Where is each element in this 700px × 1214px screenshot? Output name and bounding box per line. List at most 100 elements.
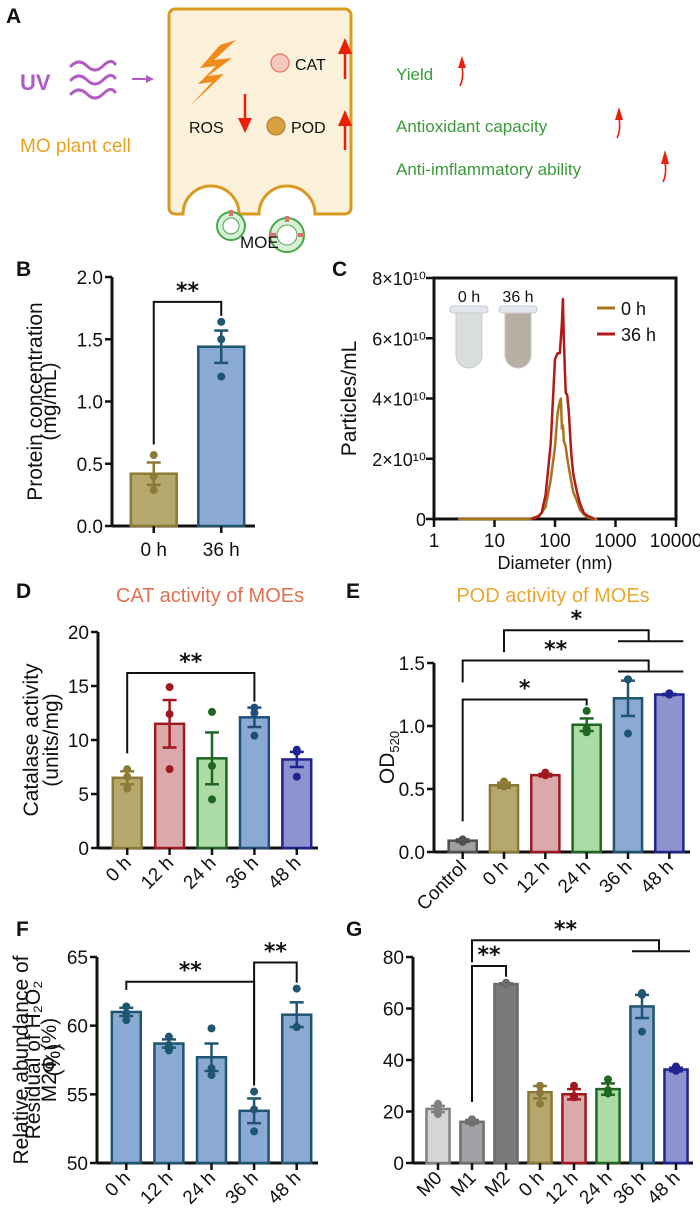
- outcomes-list: Yield Antioxidant capacity Anti-imflamma…: [396, 56, 669, 183]
- panel-letter: E: [346, 580, 360, 603]
- bar-12h: [153, 1042, 185, 1165]
- charts-layer: B 0.0 0.5 1.0 1.5 2.0 0 h 36 h Protein concentra…: [10, 258, 700, 1209]
- x-tick-label: M0: [413, 1168, 447, 1202]
- bar-36h: [612, 697, 644, 854]
- x-tick-label: 36 h: [596, 857, 637, 898]
- bar-0h: [488, 783, 520, 854]
- curved-arrow-up-icon: [616, 117, 621, 139]
- x-tick-label: M1: [447, 1168, 481, 1202]
- chart-title: POD activity of MOEs: [456, 585, 649, 607]
- y-tick-label: 5: [78, 785, 89, 806]
- x-tick-label: 48 h: [264, 1168, 305, 1209]
- y-tick-label: 60: [383, 1000, 404, 1021]
- data-point: [149, 485, 158, 494]
- panel-letter: G: [346, 918, 362, 941]
- significance-bracket: [126, 672, 256, 754]
- x-tick-label: 0 h: [479, 857, 513, 891]
- y-axis-label: M2Φ (%): [38, 1018, 61, 1102]
- data-point: [164, 1046, 173, 1055]
- pod-molecule-icon: [266, 116, 286, 136]
- significance-bracket: [471, 939, 660, 963]
- x-axis-label: Diameter (nm): [497, 553, 612, 573]
- y-tick-label: 4×10¹⁰: [372, 390, 426, 410]
- y-tick-label: 0: [78, 839, 89, 860]
- x-tick-label: M2: [481, 1168, 515, 1202]
- significance-bracket: [253, 961, 298, 1081]
- x-tick-label: 36 h: [203, 540, 240, 561]
- x-tick-label: 24 h: [179, 1168, 220, 1209]
- y-axis-label: Catalase activity: [20, 663, 43, 816]
- y-tick-label: 60: [67, 1017, 88, 1038]
- ros-label: ROS: [189, 120, 224, 137]
- data-point: [570, 1081, 578, 1090]
- x-tick-label: 10000: [650, 531, 700, 552]
- bar-24h: [595, 1087, 621, 1165]
- data-point: [149, 472, 158, 481]
- x-tick-label: 24 h: [554, 857, 595, 898]
- x-tick-label: 1: [429, 531, 440, 552]
- y-tick-label: 20: [383, 1103, 404, 1124]
- significance-label: **: [179, 650, 203, 675]
- y-tick-label: 0.0: [77, 517, 103, 538]
- series-line-0h: [458, 397, 598, 521]
- outcome-yield: Yield: [396, 65, 433, 84]
- chart-panel-b: B 0.0 0.5 1.0 1.5 2.0 0 h 36 h Protein concentra…: [16, 258, 255, 561]
- x-tick-label: 10: [484, 531, 505, 552]
- data-point: [468, 1118, 476, 1127]
- data-point: [250, 1105, 259, 1114]
- y-tick-label: 0.0: [399, 843, 425, 864]
- curved-arrow-up-icon: [459, 65, 464, 87]
- tube-label: 36 h: [502, 289, 533, 306]
- data-point: [208, 707, 216, 716]
- data-point: [570, 1093, 578, 1102]
- y-tick-label: 15: [68, 677, 89, 698]
- significance-label: **: [544, 637, 568, 662]
- data-point: [536, 1088, 544, 1097]
- data-point: [207, 1064, 216, 1073]
- x-tick-label: 100: [539, 531, 571, 552]
- x-tick-label: 36 h: [222, 853, 263, 894]
- significance-bracket: [461, 659, 650, 683]
- significance-label: **: [554, 917, 578, 942]
- y-axis-label: (units/mg): [40, 693, 63, 786]
- x-tick-label: 0 h: [141, 540, 167, 561]
- bar-M2: [493, 982, 519, 1165]
- data-point: [164, 1040, 173, 1049]
- significance-bracket: [152, 300, 223, 445]
- tube-body: [455, 312, 483, 369]
- bar-M1: [459, 1120, 485, 1165]
- panel-a-schematic: A UV MO plant cell CAT ROS POD: [6, 5, 669, 253]
- data-point: [458, 837, 467, 846]
- panel-letter: D: [16, 580, 31, 603]
- data-point: [638, 990, 646, 999]
- x-tick-label: 24 h: [180, 853, 221, 894]
- y-axis-label: Protein concentration: [24, 302, 47, 500]
- data-point: [165, 683, 174, 692]
- data-point: [624, 675, 632, 684]
- tube-cap: [498, 305, 538, 314]
- arrow-down-ros-icon: [238, 94, 252, 133]
- significance-label: **: [179, 959, 203, 984]
- y-tick-label: 0.5: [77, 455, 103, 476]
- y-tick-label: 1.5: [77, 330, 103, 351]
- x-tick-label: 36 h: [610, 1168, 651, 1209]
- y-axis-label: Relative abundance of: [10, 955, 33, 1164]
- panel-letter: C: [332, 258, 347, 281]
- x-tick-label: Control: [413, 857, 471, 915]
- x-tick-label: 12 h: [542, 1168, 583, 1209]
- x-tick-label: 0 h: [102, 853, 136, 887]
- x-tick-label: 12 h: [136, 1168, 177, 1209]
- moe-vesicle-icon: [216, 210, 305, 253]
- legend-label: 0 h: [621, 299, 646, 319]
- data-point: [123, 784, 132, 793]
- tube-label: 0 h: [458, 289, 480, 306]
- data-point: [164, 1032, 173, 1041]
- legend-label: 36 h: [621, 325, 656, 345]
- y-tick-label: 10: [68, 731, 89, 752]
- y-tick-label: 0: [393, 1154, 404, 1175]
- uv-waves-icon: [69, 59, 117, 100]
- data-point: [122, 1002, 131, 1011]
- curved-arrow-up-icon: [662, 161, 667, 183]
- x-tick-label: 12 h: [513, 857, 554, 898]
- y-tick-label: 1.0: [77, 393, 103, 414]
